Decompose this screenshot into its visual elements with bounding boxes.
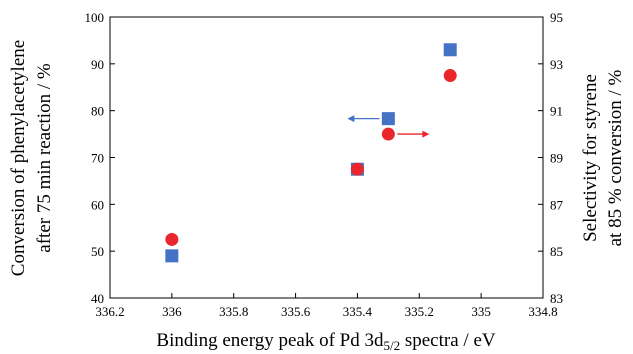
y-right-title-line2: at 85 % conversion / % xyxy=(605,69,626,246)
x-axis-title-subscript: 5/2 xyxy=(383,338,400,353)
x-axis-title: Binding energy peak of Pd 3d5/2 spectra … xyxy=(156,330,495,353)
data-point-selectivity xyxy=(350,162,364,176)
y-right-title-line1: Selectivity for styrene xyxy=(580,74,601,242)
data-point-selectivity xyxy=(165,232,179,246)
y-left-tick-label: 40 xyxy=(91,291,104,306)
data-point-conversion xyxy=(381,112,395,126)
data-point-selectivity xyxy=(381,127,395,141)
y-left-tick-label: 60 xyxy=(91,197,104,212)
y-right-tick-label: 95 xyxy=(550,10,563,25)
axis-indicator-arrow-head xyxy=(347,115,355,123)
y-right-tick-label: 83 xyxy=(550,291,563,306)
y-right-tick-label: 91 xyxy=(550,104,563,119)
plot-area: 336.2 336 335.8 335.6 335.4 335.2 335 334.8 40 50… xyxy=(85,10,564,319)
x-tick-label: 335 xyxy=(471,304,491,319)
x-axis-title-suffix: spectra / eV xyxy=(400,330,496,351)
y-left-tick-label: 80 xyxy=(91,104,104,119)
axis-indicator-arrow-head xyxy=(422,130,430,138)
data-point-conversion xyxy=(443,43,457,57)
x-tick-label: 335.6 xyxy=(281,304,311,319)
x-tick-label: 334.8 xyxy=(528,304,557,319)
x-tick-label: 335.4 xyxy=(343,304,373,319)
y-right-tick-label: 93 xyxy=(550,57,563,72)
y-left-tick-label: 50 xyxy=(91,244,104,259)
x-tick-label: 335.2 xyxy=(405,304,434,319)
y-left-tick-label: 100 xyxy=(85,10,105,25)
x-tick-label: 336 xyxy=(162,304,182,319)
data-point-selectivity xyxy=(443,69,457,83)
x-axis-title-main: Binding energy peak of Pd 3d xyxy=(156,330,384,351)
y-right-tick-label: 87 xyxy=(550,197,564,212)
y-left-tick-label: 90 xyxy=(91,57,104,72)
y-right-tick-label: 89 xyxy=(550,151,563,166)
x-tick-label: 336.2 xyxy=(95,304,124,319)
x-tick-label: 335.8 xyxy=(219,304,248,319)
y-left-title-line1: Conversion of phenylacetylene xyxy=(8,40,29,276)
data-point-conversion xyxy=(165,249,179,263)
y-right-tick-label: 85 xyxy=(550,244,563,259)
y-left-title-line2: after 75 min reaction / % xyxy=(34,63,55,253)
y-left-tick-label: 70 xyxy=(91,151,104,166)
